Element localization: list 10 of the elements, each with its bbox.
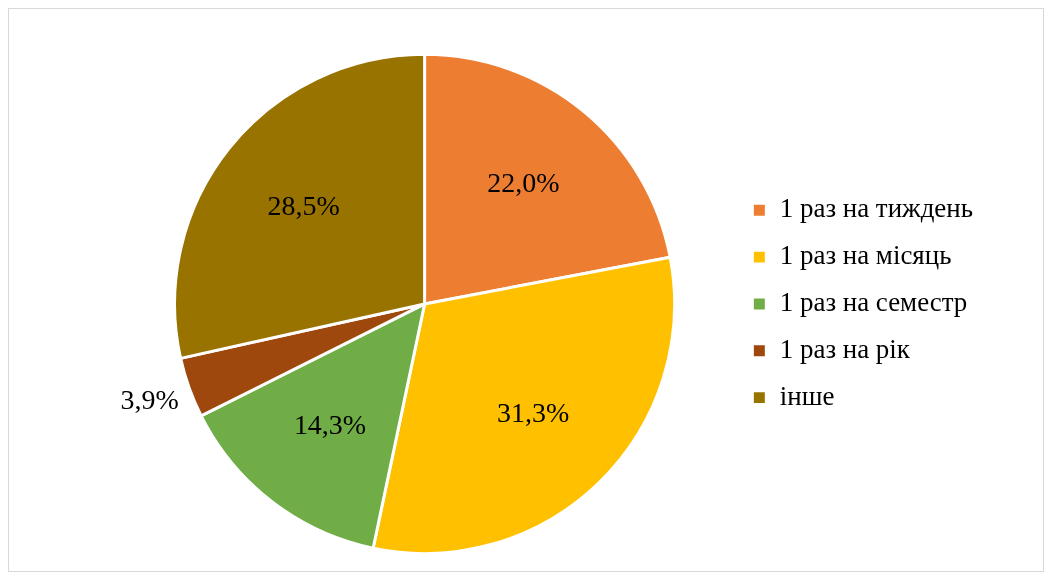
legend-label: 1 раз на рік [779, 333, 911, 364]
data-label: 3,9% [120, 384, 179, 416]
data-label: 14,3% [293, 408, 367, 440]
legend-label: 1 раз на семестр [779, 287, 968, 318]
data-label: 31,3% [497, 396, 570, 428]
legend-label: 1 раз на місяць [779, 240, 952, 271]
legend-label: інше [779, 380, 835, 411]
data-label: 28,5% [267, 189, 340, 221]
legend-label: 1 раз на тиждень [779, 193, 974, 224]
data-label: 22,0% [487, 167, 560, 199]
